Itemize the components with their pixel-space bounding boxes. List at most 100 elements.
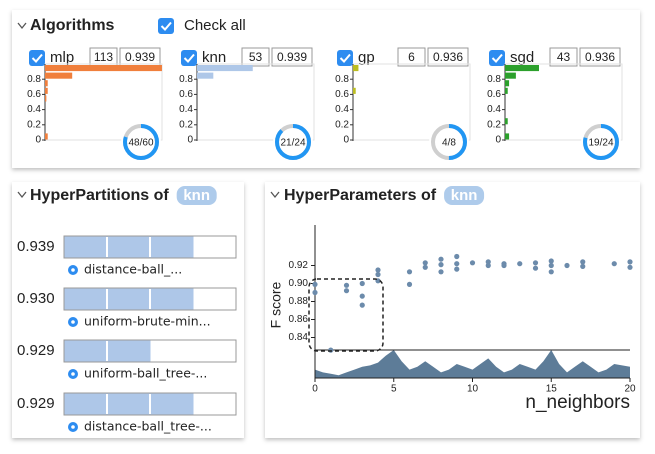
best-box xyxy=(427,47,469,67)
hist-tick-label: 0 xyxy=(343,135,349,146)
count: 43 xyxy=(557,50,571,64)
scatter-point xyxy=(343,282,350,288)
hist-tick-label: 0.2 xyxy=(179,119,193,130)
best-box xyxy=(579,47,621,67)
hist-tick-label: 0.8 xyxy=(179,74,193,85)
hist-bar xyxy=(505,80,510,87)
algorithm-badge-text: knn xyxy=(451,187,478,204)
progress-ring xyxy=(275,124,311,160)
count-box xyxy=(241,47,270,67)
panel-title: HyperParameters of xyxy=(284,187,437,204)
hist-bar xyxy=(505,65,539,72)
scatter-point xyxy=(438,269,444,275)
partition-label[interactable]: distance-ball_... xyxy=(84,262,182,277)
scatter-point xyxy=(469,260,476,266)
partition-dot-center xyxy=(71,268,75,272)
hist-bar xyxy=(45,72,73,79)
scatter-point xyxy=(548,262,554,269)
scatter-point xyxy=(532,260,539,266)
collapse-icon[interactable] xyxy=(17,191,27,199)
density-area xyxy=(315,350,630,378)
scatter-point xyxy=(406,269,413,275)
partition-score: 0.930 xyxy=(17,290,55,307)
progress-ring xyxy=(583,124,619,160)
scatter-point xyxy=(485,259,491,265)
scatter-point xyxy=(580,263,586,269)
count: 113 xyxy=(94,50,113,64)
scatter-point xyxy=(454,261,460,267)
collapse-icon[interactable] xyxy=(17,22,27,30)
progress-ring xyxy=(123,124,159,160)
scatter-point xyxy=(359,280,365,287)
hist-bar xyxy=(353,65,359,72)
hist-tick-label: 0.6 xyxy=(335,89,349,100)
hist-tick-label: 0.8 xyxy=(335,74,349,85)
best-score: 0.936 xyxy=(585,50,615,64)
hyperparameters-panel xyxy=(265,182,640,438)
y-tick-label: 0.86 xyxy=(289,314,309,325)
algorithm-name: gp xyxy=(358,49,375,66)
scatter-point xyxy=(438,262,444,268)
partition-dot-center xyxy=(71,425,75,429)
hist-bar xyxy=(353,87,356,94)
hist-bar xyxy=(45,65,162,72)
partition-score: 0.929 xyxy=(17,395,55,412)
hist-tick-label: 0.4 xyxy=(335,104,349,115)
y-tick-label: 0.92 xyxy=(289,260,309,271)
hist-bar xyxy=(505,118,508,125)
algorithm-name: knn xyxy=(202,49,226,66)
collapse-icon[interactable] xyxy=(270,191,280,199)
selection-box[interactable] xyxy=(308,278,384,352)
x-tick-label: 5 xyxy=(391,384,397,395)
scatter-point xyxy=(548,258,554,264)
hist-bar xyxy=(505,87,508,94)
x-tick-label: 0 xyxy=(312,384,318,395)
x-tick-label: 15 xyxy=(546,384,558,395)
hist-tick-label: 0.4 xyxy=(27,104,41,115)
checkbox[interactable] xyxy=(181,50,197,66)
y-tick-label: 0.90 xyxy=(289,278,309,289)
hist-bar xyxy=(45,87,48,94)
scatter-point xyxy=(454,253,460,260)
hist-tick-label: 0.6 xyxy=(27,89,41,100)
scatter-point xyxy=(406,281,413,287)
checkbox[interactable] xyxy=(29,50,45,66)
scatter-point xyxy=(517,261,523,267)
checkbox[interactable] xyxy=(337,50,353,66)
scatter-point xyxy=(627,264,633,270)
scatter-point xyxy=(422,264,428,270)
hist-tick-label: 0.8 xyxy=(487,74,501,85)
algorithm-name: mlp xyxy=(50,49,74,66)
x-tick-label: 20 xyxy=(624,384,636,395)
scatter-point xyxy=(627,259,633,265)
partition-bar xyxy=(64,288,194,310)
scatter-point xyxy=(359,293,365,299)
algorithm-badge xyxy=(176,186,217,205)
checkbox[interactable] xyxy=(158,18,174,34)
y-axis-label: F score xyxy=(268,281,284,328)
scatter-point xyxy=(548,269,554,275)
scatter-point xyxy=(359,302,365,308)
partition-label[interactable]: uniform-brute-min... xyxy=(84,314,211,329)
checkbox[interactable] xyxy=(489,50,505,66)
check-mark xyxy=(183,53,195,63)
count: 6 xyxy=(408,50,415,64)
hist-tick-label: 0 xyxy=(35,135,41,146)
x-axis-label: n_neighbors xyxy=(525,392,630,413)
partition-dot-center xyxy=(71,320,75,324)
check-all-label[interactable]: Check all xyxy=(184,17,246,34)
best-box xyxy=(271,47,313,67)
partition-label[interactable]: uniform-ball_tree-... xyxy=(84,366,207,381)
hist-tick-label: 0 xyxy=(495,135,501,146)
x-tick-label: 10 xyxy=(467,384,479,395)
scatter-point xyxy=(328,347,334,353)
partition-label[interactable]: distance-ball_tree-... xyxy=(84,419,212,434)
scatter-point xyxy=(501,262,507,269)
panel-title: Algorithms xyxy=(30,17,115,34)
partition-score: 0.939 xyxy=(17,238,55,255)
check-mark xyxy=(31,53,43,63)
hist-bar xyxy=(505,133,510,140)
hist-bar xyxy=(505,72,516,79)
hist-tick-label: 0.4 xyxy=(179,104,193,115)
